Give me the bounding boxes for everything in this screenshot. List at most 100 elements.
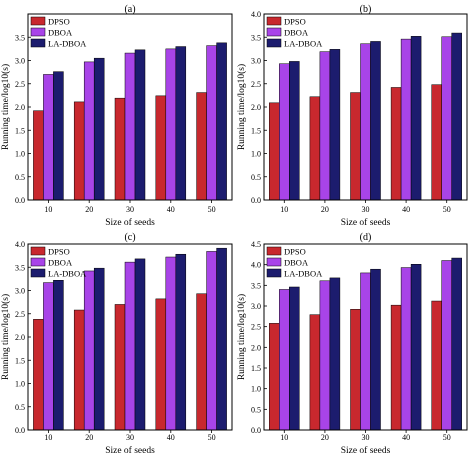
x-tick-label: 20 bbox=[85, 205, 93, 214]
legend-label-dpso: DPSO bbox=[48, 17, 70, 27]
x-tick-label: 50 bbox=[208, 433, 216, 442]
bar-dpso-50 bbox=[431, 84, 442, 201]
chart-title: (b) bbox=[360, 4, 372, 15]
bar-dpso-10 bbox=[33, 110, 44, 201]
y-tick-label: 0.0 bbox=[251, 196, 261, 205]
chart-panel-1: 0.0 0.5 1.0 1.5 2.0 2.5 3.0 3.5 10 20 30 40 50 (a) Siz… bbox=[0, 4, 233, 228]
y-tick-label: 2.5 bbox=[15, 310, 25, 319]
bar-dboa-10 bbox=[43, 282, 54, 431]
legend-swatch-la-dboa bbox=[266, 38, 282, 48]
y-tick-label: 3.5 bbox=[15, 33, 25, 42]
bar-dpso-10 bbox=[33, 319, 44, 431]
bar-dboa-20 bbox=[319, 51, 331, 201]
bar-la-dboa-40 bbox=[410, 264, 422, 431]
bar-la-dboa-10 bbox=[53, 280, 64, 431]
y-tick-label: 2.5 bbox=[15, 80, 25, 89]
y-tick-label: 1.5 bbox=[15, 356, 25, 365]
bar-la-dboa-10 bbox=[289, 286, 300, 431]
x-tick-label: 10 bbox=[280, 205, 288, 214]
legend-swatch-dboa bbox=[266, 27, 282, 37]
bar-dpso-50 bbox=[196, 92, 207, 201]
bar-dpso-20 bbox=[309, 314, 321, 431]
chart-title: (c) bbox=[124, 232, 135, 243]
chart-panel-3: 0.0 0.5 1.0 1.5 2.0 2.5 3.0 3.5 4.0 10 20 30 40 50 (c)… bbox=[0, 232, 233, 456]
x-tick-label: 40 bbox=[402, 433, 410, 442]
legend-swatch-dpso bbox=[30, 16, 46, 26]
bar-la-dboa-30 bbox=[370, 41, 381, 201]
bar-la-dboa-30 bbox=[134, 258, 146, 431]
bar-la-dboa-40 bbox=[410, 36, 422, 201]
legend-label-la-dboa: LA-DBOA bbox=[284, 269, 323, 279]
legend-label-dboa: DBOA bbox=[48, 258, 73, 268]
legend-label-dpso: DPSO bbox=[48, 247, 70, 257]
bar-la-dboa-50 bbox=[216, 247, 227, 431]
x-tick-label: 10 bbox=[280, 433, 288, 442]
x-tick-label: 20 bbox=[321, 205, 329, 214]
y-tick-label: 3.0 bbox=[251, 57, 261, 66]
y-tick-label: 1.0 bbox=[15, 380, 25, 389]
y-tick-label: 0.5 bbox=[251, 405, 261, 414]
y-tick-label: 1.5 bbox=[251, 364, 261, 373]
x-tick-label: 30 bbox=[362, 205, 370, 214]
bar-dboa-30 bbox=[360, 43, 371, 201]
chart-title: (d) bbox=[360, 232, 372, 243]
bar-dboa-40 bbox=[165, 256, 177, 431]
y-tick-label: 1.0 bbox=[15, 150, 25, 159]
bar-dboa-10 bbox=[279, 63, 290, 201]
legend-label-la-dboa: LA-DBOA bbox=[48, 269, 87, 279]
bar-dboa-10 bbox=[279, 289, 290, 431]
bar-la-dboa-50 bbox=[216, 42, 227, 201]
legend-label-la-dboa: LA-DBOA bbox=[284, 39, 323, 49]
y-tick-label: 3.0 bbox=[251, 302, 261, 311]
y-tick-label: 3.0 bbox=[15, 287, 25, 296]
y-tick-label: 1.0 bbox=[251, 385, 261, 394]
bar-dboa-30 bbox=[360, 272, 371, 431]
bar-dpso-40 bbox=[390, 87, 402, 201]
y-tick-label: 0.0 bbox=[15, 196, 25, 205]
chart-title: (a) bbox=[124, 4, 135, 15]
bar-dboa-40 bbox=[165, 48, 177, 201]
bar-la-dboa-50 bbox=[451, 257, 462, 431]
legend-label-dboa: DBOA bbox=[284, 258, 309, 268]
bar-dpso-10 bbox=[269, 102, 280, 201]
legend-label-dboa: DBOA bbox=[48, 28, 73, 38]
bar-la-dboa-30 bbox=[370, 268, 381, 431]
y-axis-label: Running time/log10(s) bbox=[236, 64, 247, 150]
bar-la-dboa-30 bbox=[134, 49, 146, 201]
bar-dboa-20 bbox=[83, 270, 95, 431]
y-axis-label: Running time/log10(s) bbox=[0, 294, 11, 380]
y-tick-label: 4.0 bbox=[15, 240, 25, 249]
legend-swatch-dboa bbox=[266, 257, 282, 267]
y-tick-label: 0.0 bbox=[15, 426, 25, 435]
bar-dboa-40 bbox=[400, 38, 412, 201]
y-tick-label: 3.5 bbox=[251, 281, 261, 290]
bar-la-dboa-50 bbox=[451, 32, 462, 201]
bar-la-dboa-40 bbox=[175, 46, 187, 201]
bar-dpso-50 bbox=[431, 300, 442, 431]
x-axis-label: Size of seeds bbox=[341, 217, 391, 228]
y-tick-label: 0.5 bbox=[15, 403, 25, 412]
chart-panel-2: 0.0 0.5 1.0 1.5 2.0 2.5 3.0 3.5 4.0 10 20 30 40 50 (b)… bbox=[236, 4, 468, 228]
bar-dpso-10 bbox=[269, 323, 280, 431]
y-tick-label: 0.0 bbox=[251, 426, 261, 435]
legend-swatch-dpso bbox=[266, 246, 282, 256]
x-tick-label: 20 bbox=[321, 433, 329, 442]
legend-label-la-dboa: LA-DBOA bbox=[48, 39, 87, 49]
y-tick-label: 3.0 bbox=[15, 57, 25, 66]
bar-la-dboa-40 bbox=[175, 253, 187, 431]
legend-swatch-la-dboa bbox=[30, 38, 46, 48]
x-tick-label: 30 bbox=[126, 205, 134, 214]
y-tick-label: 1.5 bbox=[15, 126, 25, 135]
bar-dboa-50 bbox=[441, 260, 452, 431]
x-tick-label: 10 bbox=[44, 433, 52, 442]
bar-dboa-30 bbox=[124, 261, 136, 431]
bar-dboa-50 bbox=[206, 45, 217, 201]
legend-label-dpso: DPSO bbox=[284, 247, 306, 257]
y-axis-label: Running time/log10(s) bbox=[236, 294, 247, 380]
legend-swatch-dpso bbox=[266, 16, 282, 26]
legend-swatch-dboa bbox=[30, 27, 46, 37]
x-tick-label: 10 bbox=[44, 205, 52, 214]
bar-la-dboa-20 bbox=[93, 267, 105, 431]
bar-dpso-20 bbox=[73, 101, 85, 201]
